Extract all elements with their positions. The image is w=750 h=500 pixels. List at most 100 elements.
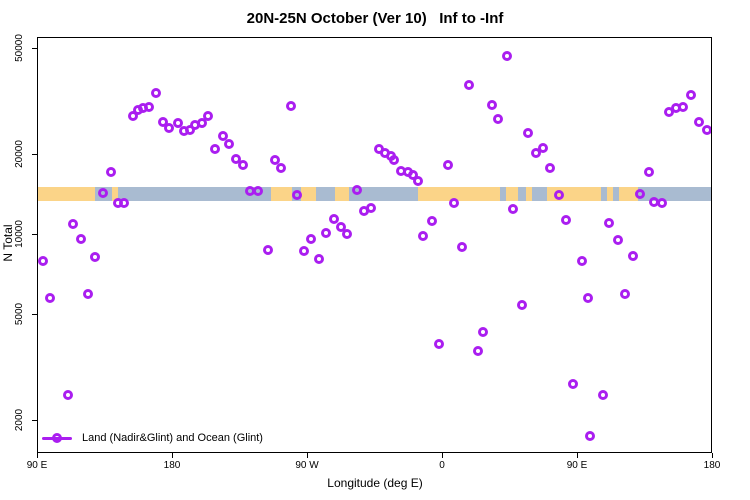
data-point [577, 255, 588, 266]
data-point [702, 124, 711, 135]
data-point [433, 339, 444, 350]
data-point [487, 99, 498, 110]
data-point [328, 213, 339, 224]
data-point [412, 176, 423, 187]
data-point [657, 197, 667, 208]
map-band-segment-land [417, 186, 500, 202]
chart-title: 20N-25N October (Ver 10) Inf to -Inf [246, 10, 504, 27]
data-point [67, 218, 78, 229]
map-band-segment-ocean [612, 186, 619, 202]
data-point [538, 143, 549, 154]
data-point [598, 390, 609, 401]
data-point [694, 116, 705, 127]
plot-area: Land (Nadir&Glint) and Ocean (Glint) [37, 37, 712, 453]
y-axis-tick [32, 313, 37, 315]
map-band-segment-ocean [600, 186, 607, 202]
data-point [276, 163, 286, 174]
data-point [457, 242, 468, 253]
map-band-segment-ocean [518, 186, 526, 202]
y-axis-tick-label: 2000 [14, 408, 25, 431]
data-point [76, 233, 87, 244]
data-point [478, 326, 489, 337]
data-point [63, 390, 73, 401]
data-point [493, 114, 504, 125]
y-axis-tick [32, 233, 37, 235]
x-axis-tick-label: 180 [163, 460, 181, 471]
map-band-segment-land [618, 186, 638, 202]
y-axis-tick-label: 20000 [14, 139, 25, 168]
map-band-segment-ocean [531, 186, 547, 202]
map-band-segment-land [38, 186, 95, 202]
data-point [306, 233, 316, 244]
data-point [517, 300, 528, 311]
legend-marker-icon [42, 431, 74, 445]
data-point [352, 184, 363, 195]
data-point [313, 253, 324, 264]
map-band-segment-land [300, 186, 316, 202]
data-point [118, 197, 129, 208]
x-axis-tick [37, 453, 38, 458]
y-axis-tick-label: 10000 [14, 219, 25, 248]
data-point [442, 160, 453, 171]
data-point [90, 251, 100, 262]
data-point [531, 148, 541, 159]
data-point [172, 118, 183, 129]
data-point [448, 197, 459, 208]
y-axis-tick [32, 48, 37, 49]
data-point [151, 88, 162, 99]
data-point [463, 80, 474, 91]
map-band [38, 186, 711, 202]
data-point [427, 215, 438, 226]
x-axis-tick-label: 90 E [26, 460, 48, 471]
data-point [508, 204, 519, 215]
data-point [628, 250, 639, 261]
x-axis-title: Longitude (deg E) [327, 476, 423, 490]
legend-label: Land (Nadir&Glint) and Ocean (Glint) [82, 432, 263, 444]
x-axis-tick-label: 90 E [566, 460, 588, 471]
data-point [561, 214, 571, 225]
data-point [163, 123, 174, 134]
data-point [634, 188, 645, 199]
data-point [553, 189, 564, 200]
y-axis-tick-label: 50000 [14, 34, 25, 62]
x-axis-tick [172, 453, 173, 458]
map-band-segment-land [270, 186, 292, 202]
data-point [223, 139, 234, 150]
data-point [298, 246, 309, 257]
data-point [685, 90, 696, 101]
map-band-segment-ocean [500, 186, 506, 202]
data-point [583, 292, 594, 303]
data-point [238, 160, 249, 171]
data-point [292, 189, 303, 200]
data-point [613, 234, 624, 245]
x-axis-tick [712, 453, 713, 458]
data-point [262, 245, 273, 256]
data-point [38, 255, 48, 266]
data-point [270, 155, 280, 166]
data-point [231, 153, 241, 164]
y-axis-tick [32, 419, 37, 421]
map-band-segment-land [525, 186, 532, 202]
x-axis-tick [307, 453, 308, 458]
data-point [286, 101, 297, 112]
data-point [568, 378, 579, 389]
data-point [210, 144, 220, 155]
legend-point-icon [52, 433, 62, 443]
data-point [643, 167, 654, 178]
data-point [585, 430, 595, 441]
data-point [678, 102, 688, 113]
data-point [388, 155, 399, 166]
map-band-segment-land [111, 186, 118, 202]
x-axis-tick-label: 90 W [295, 460, 319, 471]
x-axis-tick [442, 453, 443, 458]
data-point [604, 217, 615, 228]
data-point [418, 231, 429, 242]
y-axis-tick [32, 153, 37, 155]
data-point [202, 110, 213, 121]
data-point [321, 227, 331, 238]
map-band-segment-ocean [348, 186, 418, 202]
data-point [133, 104, 144, 115]
x-axis-tick-label: 180 [703, 460, 721, 471]
data-point [157, 116, 168, 127]
